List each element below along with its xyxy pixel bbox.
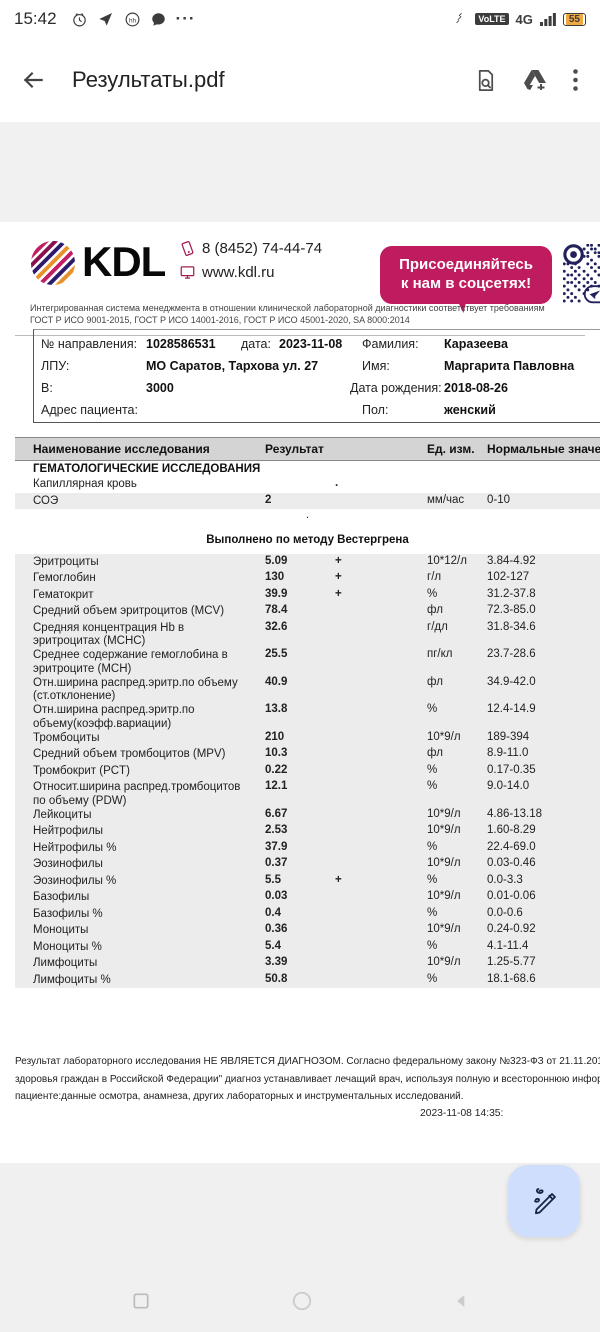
svg-text:hh: hh <box>129 17 137 24</box>
